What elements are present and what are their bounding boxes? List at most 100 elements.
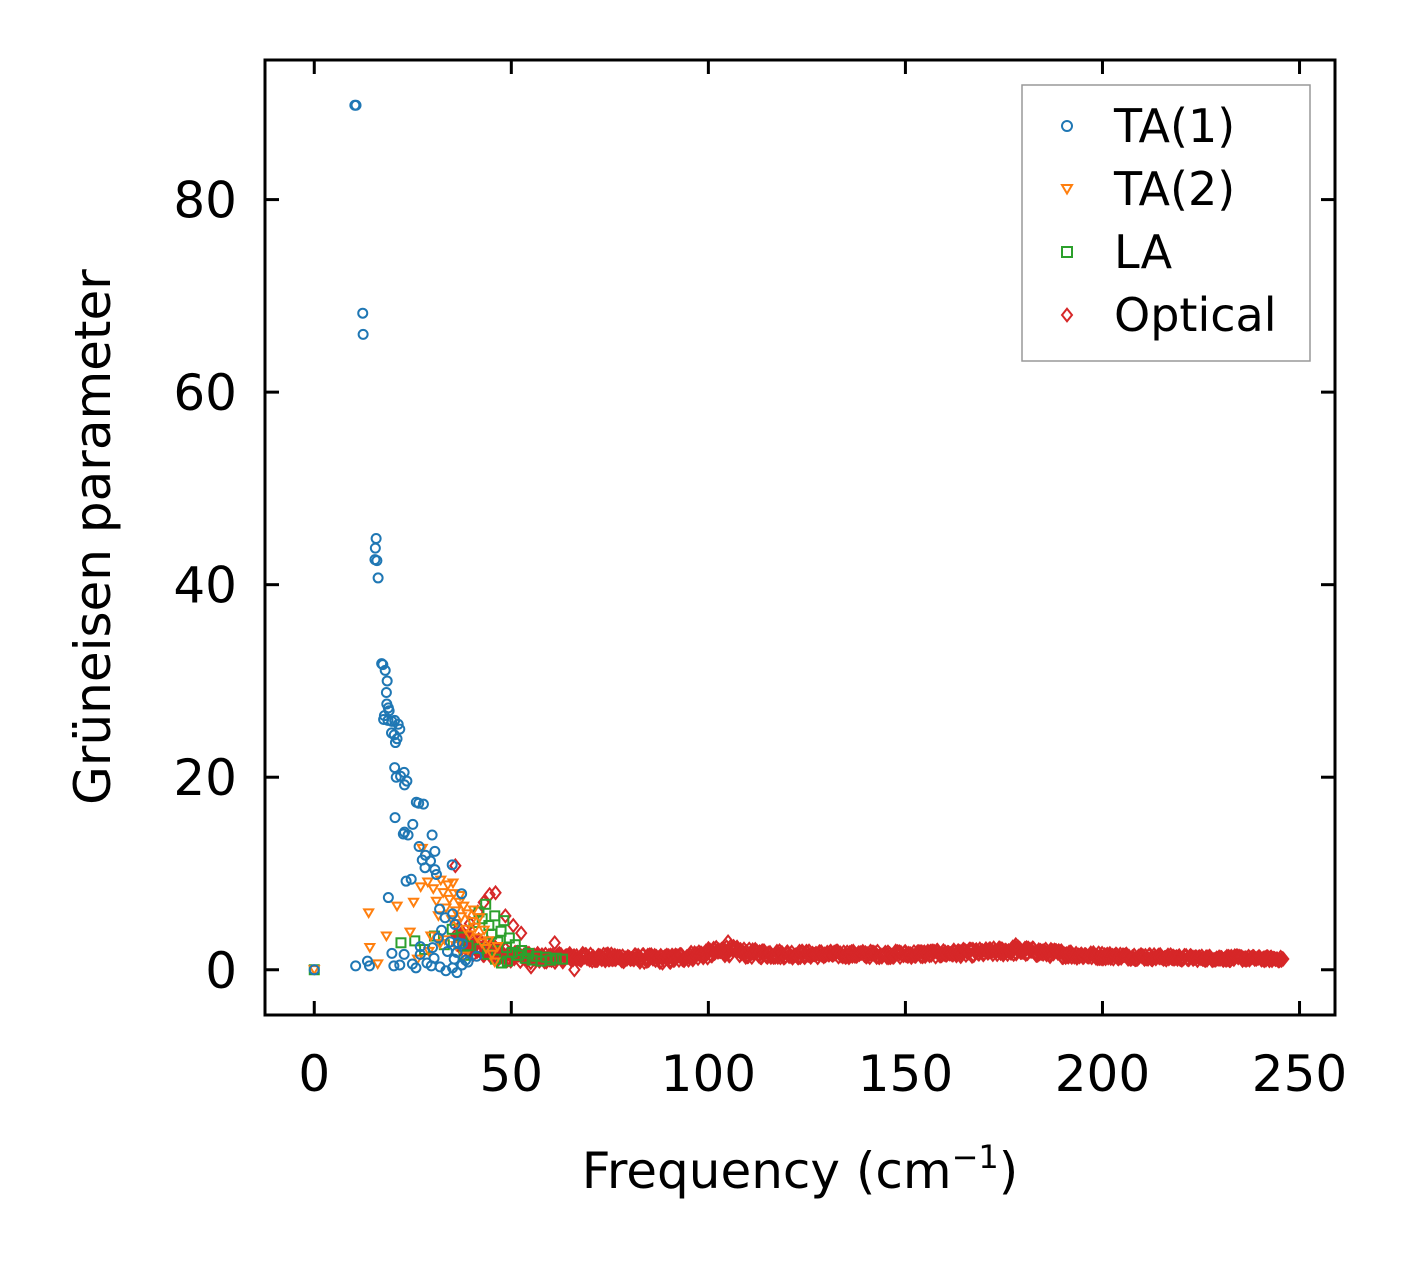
optical-point	[721, 933, 735, 950]
legend-marker	[1060, 307, 1074, 323]
legend-label: LA	[1114, 225, 1173, 279]
optical-point	[507, 917, 520, 934]
ta-1--point	[451, 967, 463, 979]
la-point	[395, 937, 407, 949]
ta-1--point	[414, 941, 426, 953]
ta-1--point	[363, 960, 375, 972]
ta-1--point	[449, 919, 461, 931]
ta-1--point	[308, 964, 320, 976]
ta-2--point	[469, 922, 482, 934]
ta-1--point	[430, 868, 442, 880]
ta-2--point	[465, 917, 478, 928]
ta-2--point	[467, 905, 480, 917]
ta-1--point	[462, 956, 474, 968]
ta-2--point	[390, 901, 404, 913]
ta-1--point	[439, 912, 451, 924]
y-tick-label: 40	[173, 557, 237, 615]
ta-2--point	[488, 957, 502, 969]
la-point	[545, 954, 557, 966]
optical-point	[499, 907, 512, 924]
ta-1--point	[397, 828, 409, 840]
ta-2--point	[485, 949, 499, 961]
ta-2--point	[459, 924, 472, 936]
ta-1--point	[405, 873, 417, 885]
ta-1--point	[370, 532, 382, 544]
ta-1--point	[382, 892, 394, 904]
legend-label: TA(1)	[1113, 99, 1235, 153]
ta-1--point	[389, 812, 401, 824]
ta-2--point	[407, 897, 420, 909]
ta-1--point	[379, 664, 391, 676]
ta-1--point	[429, 845, 441, 857]
ta-1--point	[434, 903, 446, 915]
ta-1--point	[413, 841, 425, 853]
ta-1--point	[400, 875, 412, 887]
ta-1--point	[456, 959, 468, 971]
ta-2--point	[455, 912, 468, 923]
ta-2--point	[380, 931, 393, 943]
legend-marker	[1061, 246, 1073, 258]
legend-item-la: LA	[1061, 225, 1173, 279]
ta-2--point	[371, 959, 384, 970]
ta-1--point	[425, 855, 437, 867]
ta-2--point	[424, 931, 438, 943]
ta-2--point	[460, 909, 474, 920]
ta-1--point	[350, 99, 362, 111]
ta-1--point	[350, 960, 362, 972]
x-axis-label: Frequency (cm−1)	[582, 1138, 1019, 1200]
plot-frame	[263, 58, 1337, 1017]
ta-1--point	[371, 555, 383, 567]
la-point	[503, 932, 515, 944]
y-tick-label: 0	[205, 942, 237, 1000]
legend-item-optical: Optical	[1060, 288, 1276, 342]
ta-1--point	[419, 862, 431, 874]
ta-1--point	[392, 718, 404, 730]
ta-2--point	[433, 939, 447, 950]
la-point	[557, 953, 569, 965]
ta-1--point	[451, 946, 463, 958]
ta-2--point	[457, 901, 470, 913]
ta-2--point	[421, 877, 435, 889]
ta-1--point	[440, 965, 452, 977]
ta-1--point	[417, 798, 429, 810]
ta-2--point	[414, 882, 427, 893]
ta-1--point	[377, 659, 389, 671]
y-axis-label: Grüneisen parameter	[64, 269, 122, 805]
ta-1--point	[410, 962, 422, 974]
optical-point	[449, 857, 462, 874]
legend-label: Optical	[1114, 288, 1276, 342]
series-ta-1-	[308, 99, 483, 979]
ta-1--point	[413, 797, 425, 809]
ta-1--point	[432, 932, 444, 944]
optical-point	[568, 961, 581, 978]
legend-marker	[1061, 120, 1073, 132]
la-point	[501, 955, 513, 967]
la-point	[489, 910, 501, 922]
x-tick-label: 150	[858, 1045, 953, 1103]
x-tick-label: 200	[1055, 1045, 1150, 1103]
x-tick-label: 0	[298, 1045, 330, 1103]
legend-marker	[1060, 184, 1074, 196]
ta-1--point	[414, 948, 426, 960]
la-point	[509, 939, 521, 951]
ta-1--point	[425, 960, 437, 972]
ta-2--point	[482, 936, 495, 947]
ta-2--point	[475, 938, 489, 949]
ta-2--point	[436, 888, 450, 899]
x-tick-label: 50	[480, 1045, 544, 1103]
ta-2--point	[463, 930, 476, 942]
ta-2--point	[449, 906, 462, 918]
ta-2--point	[491, 942, 504, 953]
ta-2--point	[441, 880, 455, 892]
ta-1--point	[399, 779, 411, 791]
ta-1--point	[446, 859, 458, 871]
la-point	[498, 915, 510, 927]
ta-1--point	[426, 829, 438, 841]
legend-item-ta-2-: TA(2)	[1060, 162, 1235, 216]
ta-2--point	[427, 884, 440, 895]
optical-point	[489, 884, 502, 901]
la-point	[480, 898, 492, 910]
ta-1--point	[444, 936, 456, 948]
la-point	[495, 925, 507, 937]
